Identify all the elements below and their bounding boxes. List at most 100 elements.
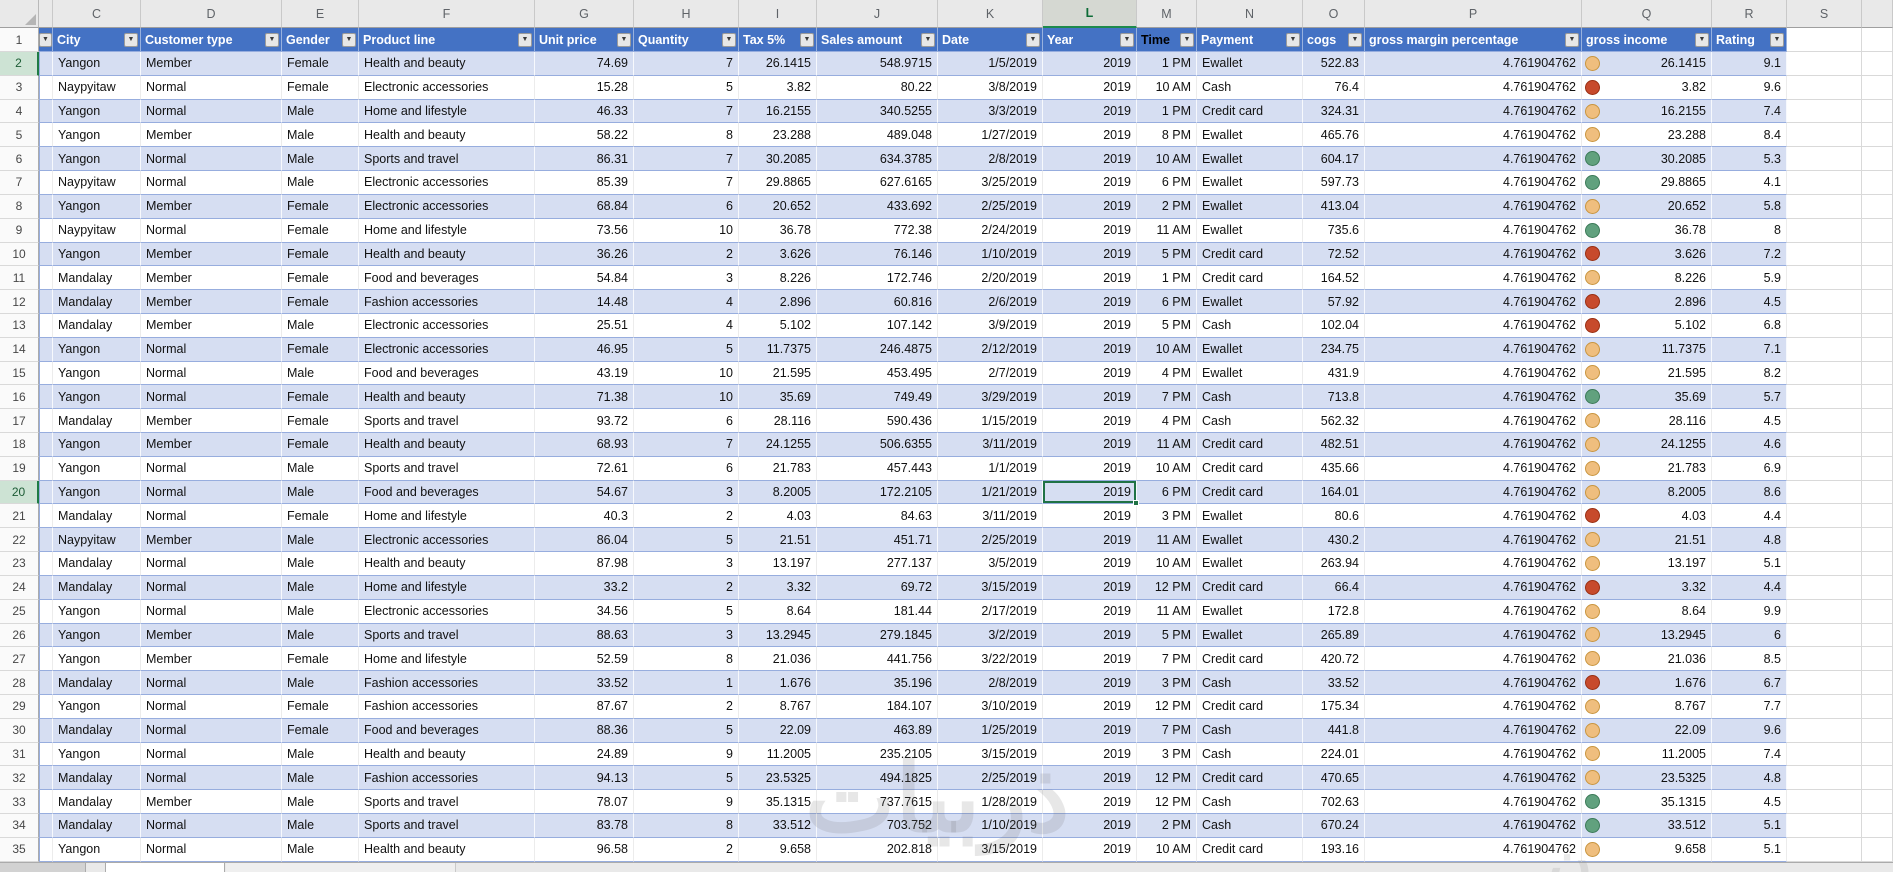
cell-B35[interactable] xyxy=(39,837,53,862)
cell-I14[interactable]: 11.7375 xyxy=(739,337,817,362)
cell-Q33[interactable]: 35.1315 xyxy=(1582,790,1712,814)
cell-Q23[interactable]: 13.197 xyxy=(1582,552,1712,576)
cell-R18[interactable]: 4.6 xyxy=(1712,433,1787,457)
active-sheet-tab[interactable] xyxy=(105,863,225,872)
cell-B10[interactable] xyxy=(39,242,53,267)
cell-N34[interactable]: Cash xyxy=(1197,814,1303,838)
cell-O5[interactable]: 465.76 xyxy=(1303,123,1365,148)
cell-I3[interactable]: 3.82 xyxy=(739,75,817,100)
cell-O14[interactable]: 234.75 xyxy=(1303,337,1365,362)
cell-G9[interactable]: 73.56 xyxy=(535,218,634,243)
empty-cell[interactable] xyxy=(1787,623,1862,648)
cell-M31[interactable]: 3 PM xyxy=(1137,742,1197,767)
cell-P15[interactable]: 4.761904762 xyxy=(1365,361,1582,386)
empty-cell[interactable] xyxy=(1862,599,1893,624)
cell-M20[interactable]: 6 PM xyxy=(1137,480,1197,505)
cell-I30[interactable]: 22.09 xyxy=(739,718,817,743)
cell-G35[interactable]: 96.58 xyxy=(535,837,634,862)
cell-H6[interactable]: 7 xyxy=(634,147,739,172)
cell-G25[interactable]: 34.56 xyxy=(535,599,634,624)
cell-I13[interactable]: 5.102 xyxy=(739,313,817,338)
cell-D12[interactable]: Member xyxy=(141,290,282,314)
cell-B26[interactable] xyxy=(39,623,53,648)
cell-E2[interactable]: Female xyxy=(282,52,359,76)
empty-cell[interactable] xyxy=(1862,671,1893,695)
cell-E26[interactable]: Male xyxy=(282,623,359,648)
cell-B20[interactable] xyxy=(39,480,53,505)
cell-L25[interactable]: 2019 xyxy=(1043,599,1137,624)
row-number-23[interactable]: 23 xyxy=(0,552,39,576)
cell-K21[interactable]: 3/11/2019 xyxy=(938,504,1043,529)
cell-H27[interactable]: 8 xyxy=(634,647,739,672)
cell-I27[interactable]: 21.036 xyxy=(739,647,817,672)
cell-P6[interactable]: 4.761904762 xyxy=(1365,147,1582,172)
cell-D11[interactable]: Member xyxy=(141,266,282,291)
empty-cell[interactable] xyxy=(1787,552,1862,576)
cell-F30[interactable]: Food and beverages xyxy=(359,718,535,743)
cell-M14[interactable]: 10 AM xyxy=(1137,337,1197,362)
cell-J6[interactable]: 634.3785 xyxy=(817,147,938,172)
cell-G30[interactable]: 88.36 xyxy=(535,718,634,743)
cell-C29[interactable]: Yangon xyxy=(53,694,141,719)
header-cell-sales_amount[interactable]: Sales amount ▼ xyxy=(817,28,938,52)
cell-F33[interactable]: Sports and travel xyxy=(359,790,535,814)
cell-M35[interactable]: 10 AM xyxy=(1137,837,1197,862)
cell-M34[interactable]: 2 PM xyxy=(1137,814,1197,838)
cell-F12[interactable]: Fashion accessories xyxy=(359,290,535,314)
cell-M24[interactable]: 12 PM xyxy=(1137,575,1197,600)
cell-L29[interactable]: 2019 xyxy=(1043,694,1137,719)
cell-R9[interactable]: 8 xyxy=(1712,218,1787,243)
cell-H7[interactable]: 7 xyxy=(634,171,739,195)
row-number-7[interactable]: 7 xyxy=(0,171,39,195)
cell-G10[interactable]: 36.26 xyxy=(535,242,634,267)
cell-C10[interactable]: Yangon xyxy=(53,242,141,267)
cell-P28[interactable]: 4.761904762 xyxy=(1365,671,1582,695)
empty-cell[interactable] xyxy=(1862,123,1893,148)
cell-H28[interactable]: 1 xyxy=(634,671,739,695)
cell-G28[interactable]: 33.52 xyxy=(535,671,634,695)
cell-O3[interactable]: 76.4 xyxy=(1303,75,1365,100)
cell-M22[interactable]: 11 AM xyxy=(1137,528,1197,553)
cell-F22[interactable]: Electronic accessories xyxy=(359,528,535,553)
cell-O33[interactable]: 702.63 xyxy=(1303,790,1365,814)
cell-F13[interactable]: Electronic accessories xyxy=(359,313,535,338)
cell-D20[interactable]: Normal xyxy=(141,480,282,505)
row-number-31[interactable]: 31 xyxy=(0,742,39,767)
cell-M18[interactable]: 11 AM xyxy=(1137,433,1197,457)
empty-cell[interactable] xyxy=(1787,814,1862,838)
cell-B3[interactable] xyxy=(39,75,53,100)
empty-cell[interactable] xyxy=(1862,313,1893,338)
cell-R34[interactable]: 5.1 xyxy=(1712,814,1787,838)
filter-button[interactable]: ▼ xyxy=(265,32,279,47)
cell-H13[interactable]: 4 xyxy=(634,313,739,338)
cell-C23[interactable]: Mandalay xyxy=(53,552,141,576)
cell-K11[interactable]: 2/20/2019 xyxy=(938,266,1043,291)
cell-N14[interactable]: Ewallet xyxy=(1197,337,1303,362)
cell-E31[interactable]: Male xyxy=(282,742,359,767)
cell-Q24[interactable]: 3.32 xyxy=(1582,575,1712,600)
row-number-18[interactable]: 18 xyxy=(0,433,39,457)
cell-F28[interactable]: Fashion accessories xyxy=(359,671,535,695)
cell-I6[interactable]: 30.2085 xyxy=(739,147,817,172)
cell-C34[interactable]: Mandalay xyxy=(53,814,141,838)
filter-button[interactable]: ▼ xyxy=(1770,32,1784,47)
column-letter-E[interactable]: E xyxy=(282,0,359,28)
cell-L2[interactable]: 2019 xyxy=(1043,52,1137,76)
column-letter-I[interactable]: I xyxy=(739,0,817,28)
cell-L4[interactable]: 2019 xyxy=(1043,99,1137,124)
cell-Q28[interactable]: 1.676 xyxy=(1582,671,1712,695)
cell-K32[interactable]: 2/25/2019 xyxy=(938,766,1043,791)
cell-F25[interactable]: Electronic accessories xyxy=(359,599,535,624)
cell-D31[interactable]: Normal xyxy=(141,742,282,767)
cell-I15[interactable]: 21.595 xyxy=(739,361,817,386)
cell-F20[interactable]: Food and beverages xyxy=(359,480,535,505)
cell-J2[interactable]: 548.9715 xyxy=(817,52,938,76)
cell-N29[interactable]: Credit card xyxy=(1197,694,1303,719)
cell-F9[interactable]: Home and lifestyle xyxy=(359,218,535,243)
cell-H20[interactable]: 3 xyxy=(634,480,739,505)
cell-O22[interactable]: 430.2 xyxy=(1303,528,1365,553)
cell-R26[interactable]: 6 xyxy=(1712,623,1787,648)
cell-G18[interactable]: 68.93 xyxy=(535,433,634,457)
cell-G17[interactable]: 93.72 xyxy=(535,409,634,433)
cell-G19[interactable]: 72.61 xyxy=(535,456,634,481)
